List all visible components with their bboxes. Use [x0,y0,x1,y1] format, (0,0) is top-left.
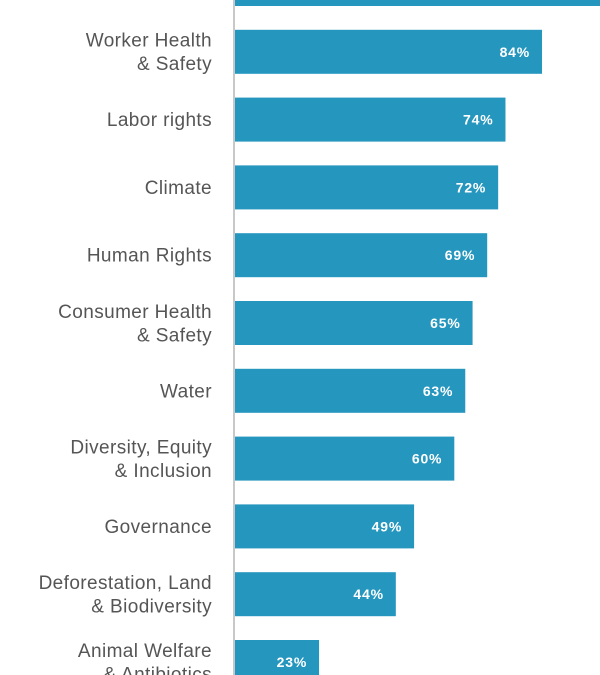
category-label-1: Worker Health & Safety [86,31,212,76]
bar-0 [235,0,600,6]
value-label-7: 60% [412,451,442,467]
category-label-line: & Inclusion [115,461,212,482]
category-label-9: Deforestation, Land & Biodiversity [39,573,213,618]
value-label-1: 84% [500,44,530,60]
bar-10 [235,640,320,675]
category-label-line: Diversity, Equity [70,437,212,458]
bar-7 [235,436,455,481]
bar-5 [235,301,473,345]
category-label-4: Human Rights [87,246,212,267]
value-label-10: 23% [277,654,307,670]
category-label-2: Labor rights [107,110,212,131]
bar-9 [235,572,396,617]
bar-4 [235,233,488,278]
value-label-8: 49% [372,518,402,534]
bar-6 [235,368,466,413]
value-label-9: 44% [353,586,383,602]
category-label-8: Governance [104,517,212,538]
category-label-6: Water [160,381,212,402]
value-label-3: 72% [456,179,486,195]
category-label-line: Water [160,381,212,402]
bar-2 [235,97,506,142]
category-label-10: Animal Welfare & Antibiotics [78,641,212,675]
category-label-line: Labor rights [107,110,212,131]
bar-3 [235,165,499,210]
value-label-6: 63% [423,383,453,399]
category-label-line: Deforestation, Land [39,573,212,594]
category-label-line: & Safety [137,54,212,75]
value-label-4: 69% [445,247,475,263]
bar-1 [235,29,543,74]
category-label-line: Animal Welfare [78,641,212,662]
category-label-line: Governance [104,517,212,538]
category-label-line: Climate [145,178,212,199]
category-label-3: Climate [145,178,212,199]
category-label-line: Consumer Health [58,302,212,323]
value-label-5: 65% [430,315,460,331]
category-label-5: Consumer Health & Safety [58,302,212,347]
category-label-line: Human Rights [87,246,212,267]
category-label-line: Worker Health [86,31,212,52]
value-label-2: 74% [463,112,493,128]
bar-8 [235,504,415,549]
category-label-line: & Biodiversity [91,596,212,617]
category-label-line: & Safety [137,325,212,346]
category-label-7: Diversity, Equity & Inclusion [70,437,212,482]
category-label-line: & Antibiotics [103,664,212,675]
